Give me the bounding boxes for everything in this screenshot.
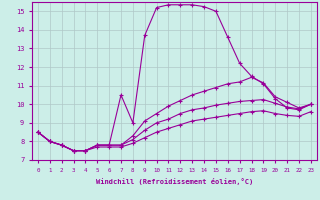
X-axis label: Windchill (Refroidissement éolien,°C): Windchill (Refroidissement éolien,°C)	[96, 178, 253, 185]
